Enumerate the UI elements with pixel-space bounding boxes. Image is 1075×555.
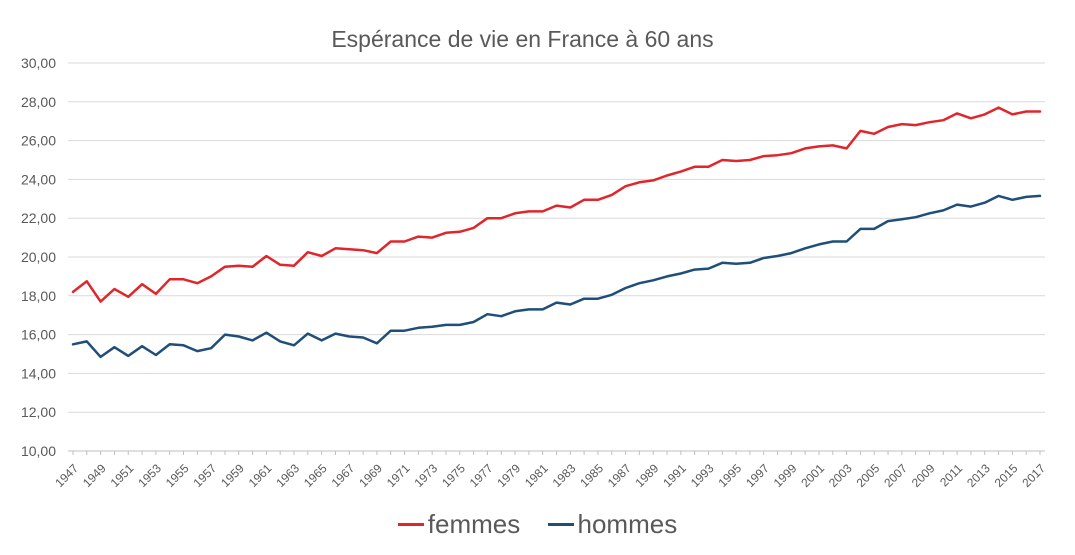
x-tick-label: 1955 <box>163 461 192 490</box>
x-tick-label: 1993 <box>688 461 717 490</box>
y-tick-label: 10,00 <box>21 443 56 459</box>
legend-item-hommes: hommes <box>547 509 678 540</box>
y-tick-label: 28,00 <box>21 94 56 110</box>
legend-swatch-hommes <box>547 523 574 526</box>
x-tick-label: 1959 <box>218 461 247 490</box>
x-tick-label: 1985 <box>577 461 606 490</box>
x-tick-label: 1963 <box>273 461 302 490</box>
x-tick-label: 1949 <box>80 461 109 490</box>
legend-swatch-femmes <box>397 523 424 526</box>
x-tick-label: 1951 <box>108 461 137 490</box>
x-tick-label: 1971 <box>384 461 413 490</box>
x-tick-label: 1989 <box>633 461 662 490</box>
x-tick-label: 1997 <box>743 461 772 490</box>
series-line-femmes <box>71 106 1042 303</box>
legend-item-femmes: femmes <box>397 509 521 540</box>
x-tick-label: 2013 <box>964 461 993 490</box>
y-tick-label: 30,00 <box>21 55 56 71</box>
x-tick-label: 1947 <box>52 461 81 490</box>
x-tick-label: 1981 <box>522 461 551 490</box>
x-tick-label: 1977 <box>467 461 496 490</box>
x-tick-label: 1965 <box>301 461 330 490</box>
y-tick-label: 14,00 <box>21 365 56 381</box>
x-tick-label: 1991 <box>660 461 689 490</box>
chart-title: Espérance de vie en France à 60 ans <box>331 26 714 52</box>
x-tick-label: 1953 <box>135 461 164 490</box>
x-tick-label: 2015 <box>992 461 1021 490</box>
x-tick-label: 2017 <box>1019 461 1048 490</box>
legend-label-hommes: hommes <box>577 509 678 539</box>
y-tick-label: 18,00 <box>21 288 56 304</box>
x-tick-label: 1987 <box>605 461 634 490</box>
y-tick-label: 16,00 <box>21 327 56 343</box>
x-tick-label: 1969 <box>356 461 385 490</box>
x-tick-label: 2007 <box>881 461 910 490</box>
legend-label-femmes: femmes <box>427 509 521 539</box>
x-tick-label: 1995 <box>715 461 744 490</box>
y-tick-label: 12,00 <box>21 404 56 420</box>
x-tick-label: 1979 <box>494 461 523 490</box>
x-tick-label: 2003 <box>826 461 855 490</box>
x-tick-label: 2001 <box>798 461 827 490</box>
x-tick-label: 1967 <box>329 461 358 490</box>
y-tick-label: 24,00 <box>21 171 56 187</box>
x-tick-label: 1973 <box>412 461 441 490</box>
x-tick-label: 2005 <box>854 461 883 490</box>
y-tick-label: 20,00 <box>21 249 56 265</box>
x-tick-label: 2011 <box>937 461 965 489</box>
x-tick-label: 2009 <box>909 461 938 490</box>
legend: femmes hommes <box>0 502 1075 540</box>
series-line-hommes <box>71 194 1042 359</box>
x-tick-label: 1957 <box>190 461 219 490</box>
x-tick-label: 1983 <box>550 461 579 490</box>
y-tick-label: 22,00 <box>21 210 56 226</box>
x-tick-label: 1961 <box>246 461 275 490</box>
y-tick-label: 26,00 <box>21 133 56 149</box>
x-tick-label: 1999 <box>771 461 800 490</box>
x-tick-label: 1975 <box>439 461 468 490</box>
